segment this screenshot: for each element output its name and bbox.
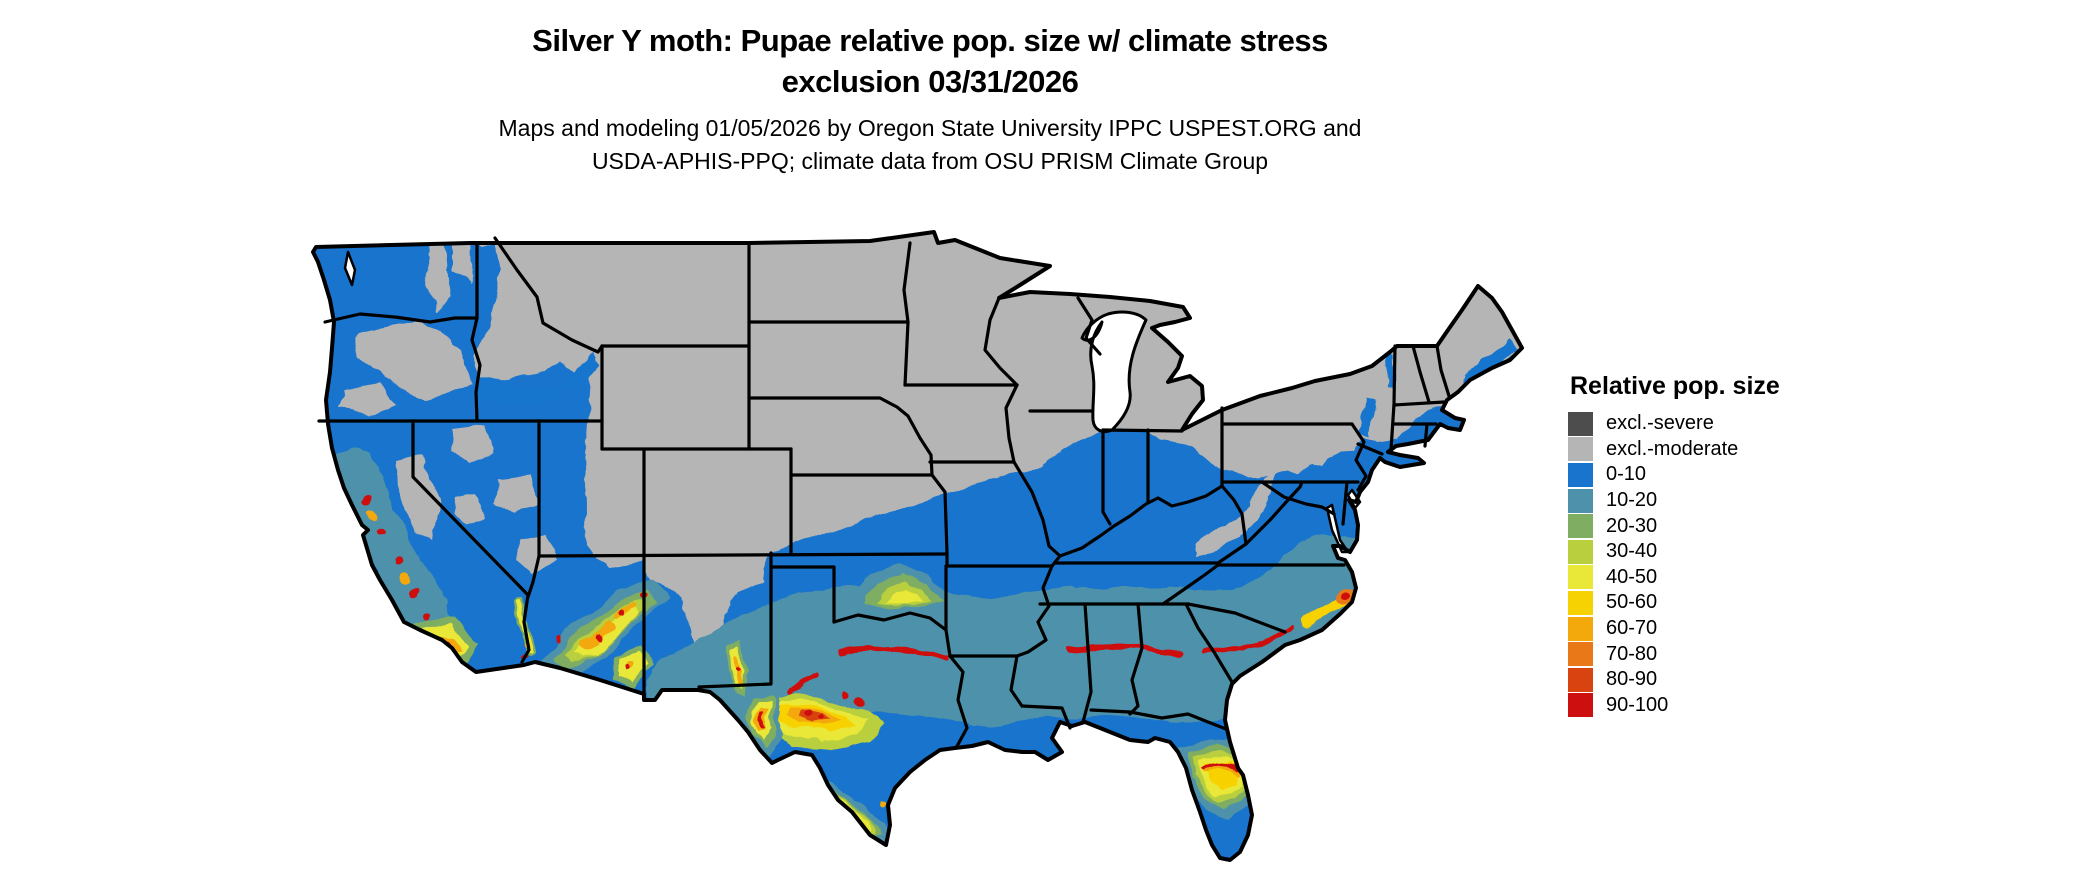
legend-item: excl.-moderate <box>1568 437 1828 463</box>
legend-item-label: 50-60 <box>1606 591 1658 614</box>
legend: Relative pop. size excl.-severe excl.-mod… <box>1568 372 1828 718</box>
legend-item: 0-10 <box>1568 462 1828 488</box>
map-title-line1: Silver Y moth: Pupae relative pop. size … <box>532 23 1328 58</box>
map-subtitle-line1: Maps and modeling 01/05/2026 by Oregon S… <box>498 115 1362 141</box>
legend-item: 60-70 <box>1568 616 1828 642</box>
legend-item: 10-20 <box>1568 488 1828 514</box>
map-subtitle-line2: USDA-APHIS-PPQ; climate data from OSU PR… <box>591 148 1269 174</box>
legend-rows: excl.-severe excl.-moderate 0-10 10-20 20-30… <box>1568 411 1828 718</box>
legend-swatch <box>1568 437 1593 462</box>
legend-item: 90-100 <box>1568 693 1828 719</box>
legend-swatch <box>1568 616 1593 641</box>
legend-item-label: excl.-severe <box>1606 412 1714 435</box>
legend-item-label: 80-90 <box>1606 668 1658 691</box>
legend-item: 30-40 <box>1568 539 1828 565</box>
legend-item-label: 40-50 <box>1606 565 1658 588</box>
state-borders <box>317 236 1451 750</box>
legend-item: 20-30 <box>1568 513 1828 539</box>
legend-item-label: 30-40 <box>1606 540 1658 563</box>
legend-item: excl.-severe <box>1568 411 1828 437</box>
legend-swatch <box>1568 693 1593 718</box>
legend-item-label: 90-100 <box>1606 693 1669 716</box>
legend-item-label: 70-80 <box>1606 642 1658 665</box>
legend-swatch <box>1568 488 1593 513</box>
legend-swatch <box>1568 565 1593 590</box>
lake-michigan <box>1080 310 1148 434</box>
legend-title: Relative pop. size <box>1570 372 1780 400</box>
legend-item-label: excl.-moderate <box>1606 437 1739 460</box>
map-subtitle: Maps and modeling 01/05/2026 by Oregon S… <box>0 112 1860 178</box>
legend-swatch <box>1568 411 1593 436</box>
legend-item: 80-90 <box>1568 667 1828 693</box>
legend-item: 40-50 <box>1568 565 1828 591</box>
legend-item-label: 0-10 <box>1606 463 1647 486</box>
map-title-line2: exclusion 03/31/2026 <box>781 64 1079 99</box>
puget-sound <box>343 250 357 287</box>
legend-swatch <box>1568 642 1593 667</box>
legend-swatch <box>1568 462 1593 487</box>
map-title: Silver Y moth: Pupae relative pop. size … <box>0 20 1860 102</box>
legend-item-label: 10-20 <box>1606 489 1658 512</box>
legend-item-label: 20-30 <box>1606 514 1658 537</box>
blue-pockets <box>473 338 1520 436</box>
legend-item: 50-60 <box>1568 590 1828 616</box>
chesapeake-bay <box>1325 503 1350 554</box>
legend-item-label: 60-70 <box>1606 617 1658 640</box>
legend-swatch <box>1568 590 1593 615</box>
population-bands <box>330 446 1402 847</box>
legend-item: 70-80 <box>1568 641 1828 667</box>
legend-swatch <box>1568 667 1593 692</box>
legend-swatch <box>1568 514 1593 539</box>
legend-swatch <box>1568 539 1593 564</box>
